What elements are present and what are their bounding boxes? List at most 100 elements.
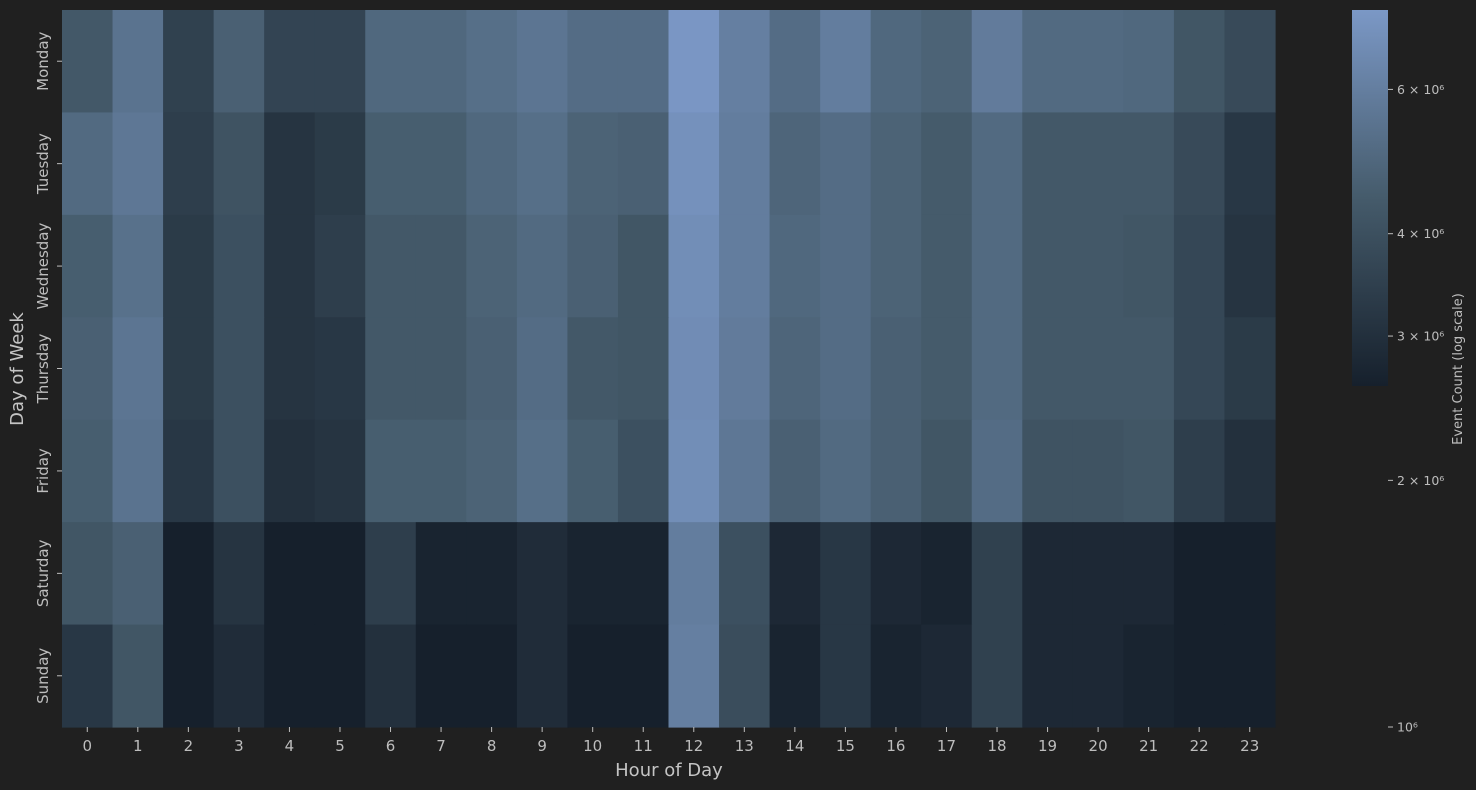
y-tick-label: Monday xyxy=(34,31,52,90)
y-axis: Monday Tuesday Wednesday Thursday Friday Satu… xyxy=(34,31,62,704)
heatmap-cell xyxy=(769,419,821,523)
heatmap-cell xyxy=(921,112,973,216)
heatmap-cell xyxy=(466,624,518,728)
x-tick-label: 1 xyxy=(133,737,143,755)
heatmap-cell xyxy=(668,112,720,216)
heatmap-cell xyxy=(365,522,417,626)
y-tick-label: Thursday xyxy=(34,334,52,405)
heatmap-cell xyxy=(1173,419,1226,523)
heatmap-cell xyxy=(314,112,366,216)
heatmap-cell xyxy=(415,522,467,626)
heatmap-cell xyxy=(870,419,922,523)
y-tick-label: Saturday xyxy=(34,539,52,607)
heatmap-cell xyxy=(769,522,821,626)
heatmap-cell xyxy=(213,317,265,421)
heatmap-cell xyxy=(516,112,569,216)
heatmap-cell xyxy=(365,10,417,114)
x-tick-label: 5 xyxy=(335,737,345,755)
heatmap-cell xyxy=(1123,10,1175,114)
heatmap-cell xyxy=(365,624,417,728)
heatmap-cell xyxy=(617,522,670,626)
heatmap-cell xyxy=(668,624,720,728)
x-axis-title: Hour of Day xyxy=(615,760,723,781)
heatmap-cell xyxy=(112,317,164,421)
x-tick-label: 3 xyxy=(234,737,244,755)
heatmap-cell xyxy=(1022,10,1074,114)
heatmap-cell xyxy=(870,112,922,216)
heatmap-cell xyxy=(1123,112,1175,216)
x-axis: 0 1 2 3 4 5 6 7 8 9 10 11 12 13 14 15 16 17 18 19 20 21 22 23 xyxy=(82,727,1259,755)
heatmap-cell xyxy=(921,624,973,728)
heatmap-cell xyxy=(567,419,619,523)
heatmap-cell xyxy=(62,522,114,626)
heatmap-cell xyxy=(466,522,518,626)
heatmap-cell xyxy=(163,419,215,523)
heatmap-cell xyxy=(820,522,872,626)
x-tick-label: 19 xyxy=(1038,737,1057,755)
heatmap-cell xyxy=(1224,112,1276,216)
heatmap-cell xyxy=(163,522,215,626)
heatmap-cell xyxy=(567,214,619,318)
heatmap-cell xyxy=(668,317,720,421)
heatmap-cell xyxy=(719,214,771,318)
heatmap-cell xyxy=(820,10,872,114)
heatmap-cell xyxy=(365,214,417,318)
heatmap-cell xyxy=(112,522,164,626)
heatmap-cell xyxy=(1123,214,1175,318)
x-tick-label: 7 xyxy=(436,737,446,755)
heatmap-cell xyxy=(769,112,821,216)
heatmap-cell xyxy=(1224,419,1276,523)
y-tick-label: Wednesday xyxy=(34,223,52,310)
x-tick-label: 10 xyxy=(583,737,602,755)
heatmap-cell xyxy=(719,624,771,728)
heatmap-cell xyxy=(213,10,265,114)
y-tick-label: Friday xyxy=(34,448,52,494)
x-tick-label: 22 xyxy=(1190,737,1209,755)
heatmap-cell xyxy=(516,624,569,728)
heatmap-cell xyxy=(1022,419,1074,523)
heatmap-cell xyxy=(1173,112,1226,216)
heatmap-cell xyxy=(971,624,1023,728)
heatmap-cell xyxy=(415,624,467,728)
heatmap-cell xyxy=(466,317,518,421)
heatmap-cell xyxy=(719,419,771,523)
heatmap-cell xyxy=(466,214,518,318)
heatmap-cell xyxy=(264,10,316,114)
heatmap-cell xyxy=(415,112,467,216)
heatmap-cell xyxy=(163,10,215,114)
x-tick-label: 13 xyxy=(735,737,754,755)
heatmap-cell xyxy=(870,214,922,318)
heatmap-cell xyxy=(921,419,973,523)
heatmap-cell xyxy=(921,317,973,421)
colorbar-tick-label: 3 × 10⁶ xyxy=(1397,329,1444,344)
heatmap-cell xyxy=(870,624,922,728)
heatmap-cell xyxy=(769,624,821,728)
heatmap-cell xyxy=(163,214,215,318)
heatmap-cell xyxy=(264,624,316,728)
heatmap-cell xyxy=(1173,624,1226,728)
heatmap-cell xyxy=(415,10,467,114)
heatmap-cell xyxy=(870,317,922,421)
colorbar-tick-label: 10⁶ xyxy=(1397,720,1418,735)
x-tick-label: 12 xyxy=(684,737,703,755)
heatmap-cell xyxy=(1123,317,1175,421)
heatmap-cell xyxy=(617,419,670,523)
heatmap-cell xyxy=(1072,317,1124,421)
x-tick-label: 0 xyxy=(82,737,92,755)
heatmap-cell xyxy=(264,419,316,523)
heatmap-cell xyxy=(971,419,1023,523)
heatmap-cell xyxy=(971,10,1023,114)
heatmap-cell xyxy=(769,214,821,318)
heatmap-cell xyxy=(921,522,973,626)
heatmap-cell xyxy=(971,522,1023,626)
x-tick-label: 20 xyxy=(1089,737,1108,755)
heatmap-cell xyxy=(213,214,265,318)
y-axis-title: Day of Week xyxy=(7,312,28,426)
heatmap-cell xyxy=(415,419,467,523)
heatmap-cell xyxy=(516,419,569,523)
heatmap-cell xyxy=(1072,419,1124,523)
heatmap-cell xyxy=(1123,419,1175,523)
x-tick-label: 21 xyxy=(1139,737,1158,755)
heatmap-cell xyxy=(62,214,114,318)
